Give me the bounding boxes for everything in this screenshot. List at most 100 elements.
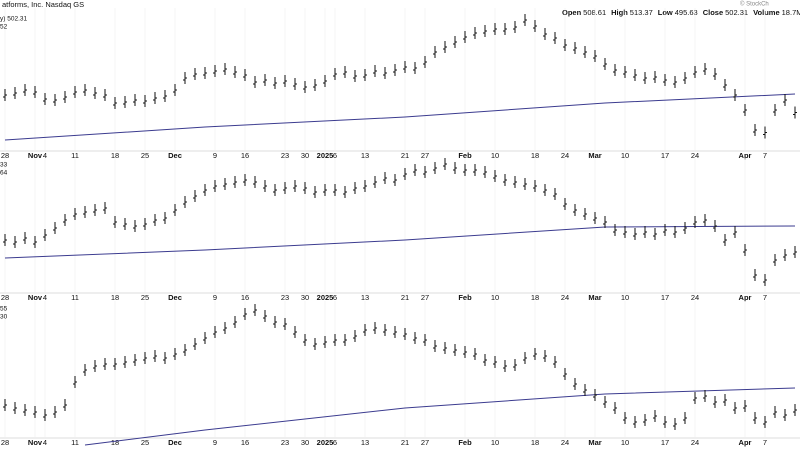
x-tick-label: 25 [141,438,149,447]
price-bar [373,322,377,334]
price-bar [113,97,117,109]
price-bar [523,352,527,364]
price-bar [633,416,637,428]
price-bar [673,226,677,238]
price-bar [3,234,7,246]
price-bar [263,180,267,192]
price-bar [113,216,117,228]
price-bar [143,352,147,364]
x-tick-label: 7 [763,438,767,447]
x-tick-label: Apr [739,438,752,447]
price-bar [723,79,727,91]
price-bar [303,334,307,346]
x-tick-label: 4 [43,438,47,447]
x-tick-label: 24 [691,438,699,447]
price-bar [293,180,297,192]
price-bar [213,180,217,192]
price-bar [773,406,777,418]
price-bar [253,76,257,88]
quote-label: High [611,8,628,17]
price-bar [623,66,627,78]
price-bar [713,68,717,80]
price-bar [293,78,297,90]
price-bar [463,164,467,176]
price-bar [303,182,307,194]
credit: © StockCh [740,1,769,8]
price-bar [493,23,497,35]
x-tick-label: 10 [491,438,499,447]
price-bar [453,344,457,356]
price-bar [583,384,587,396]
price-bar [763,274,767,286]
x-tick-label: 25 [141,293,149,302]
price-bar [63,91,67,103]
x-tick-label: 13 [361,293,369,302]
price-bar [373,65,377,77]
price-bar [273,184,277,196]
x-tick-label: Feb [458,438,472,447]
price-bar [73,208,77,220]
price-bar [363,180,367,192]
price-bar [603,396,607,408]
price-bar [413,332,417,344]
x-tick-label: 18 [111,151,119,160]
x-tick-label: 27 [421,438,429,447]
quote-label: Close [703,8,723,17]
price-bar [403,328,407,340]
price-bar [273,316,277,328]
price-bar [533,180,537,192]
x-tick-label: 23 [281,151,289,160]
price-bar [723,394,727,406]
price-bar [243,308,247,320]
price-bar [793,404,797,416]
price-bar [763,416,767,428]
x-tick-label: Mar [588,293,601,302]
price-bar [533,348,537,360]
price-bar [63,399,67,411]
price-bar [3,399,7,411]
price-bar [513,359,517,371]
price-bar [223,178,227,190]
x-tick-label: 25 [141,151,149,160]
price-bar [203,184,207,196]
price-bar [323,184,327,196]
price-bar [433,162,437,174]
price-bar [123,96,127,108]
price-bar [523,14,527,26]
price-bar [133,354,137,366]
x-tick-label: Mar [588,438,601,447]
price-bar [123,218,127,230]
price-bar [173,348,177,360]
price-bar [753,269,757,281]
price-bar [43,229,47,241]
x-tick-label: Dec [168,438,182,447]
price-bar [173,204,177,216]
price-bar [573,42,577,54]
price-bar [453,36,457,48]
price-bar [233,316,237,328]
price-bar [513,176,517,188]
price-bar [193,190,197,202]
x-tick-label: 2025 [317,438,334,447]
price-bar [653,228,657,240]
price-bar [343,186,347,198]
x-tick-label: 28 [1,293,9,302]
x-tick-label: 11 [71,151,79,160]
x-tick-label: 9 [213,438,217,447]
price-bar [663,416,667,428]
price-bar [453,162,457,174]
x-tick-label: 30 [301,438,309,447]
price-bar [353,70,357,82]
price-bar [573,204,577,216]
price-bar [603,58,607,70]
moving-average [84,387,796,446]
price-bar [163,352,167,364]
price-bar [583,46,587,58]
price-bar [593,50,597,62]
price-bar [513,21,517,33]
x-tick-label: 11 [71,293,79,302]
price-bar [373,176,377,188]
price-bar [213,65,217,77]
price-bar [73,376,77,388]
